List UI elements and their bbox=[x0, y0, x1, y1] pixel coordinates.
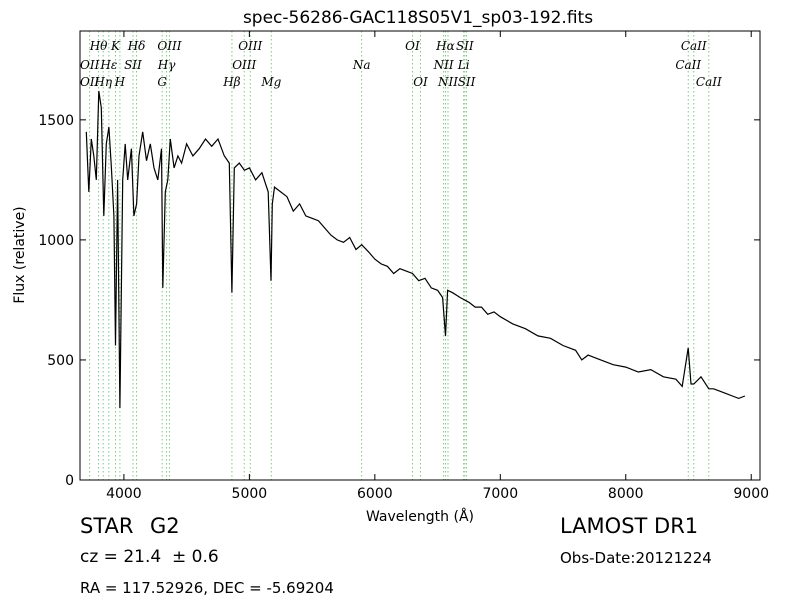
spectral-line-label: OIII bbox=[238, 39, 262, 53]
observation-date: Obs-Date:20121224 bbox=[560, 549, 712, 567]
spectral-line-label: NII bbox=[437, 75, 458, 89]
spectral-line-label: G bbox=[157, 75, 167, 89]
spectral-line-label: CaII bbox=[681, 39, 707, 53]
x-tick-label: 7000 bbox=[482, 486, 518, 502]
x-tick-label: 6000 bbox=[357, 486, 393, 502]
y-tick-label: 0 bbox=[65, 473, 74, 489]
y-tick-label: 500 bbox=[47, 353, 74, 369]
spectral-line-label: Hβ bbox=[222, 75, 240, 89]
spectral-line-label: H bbox=[114, 75, 126, 89]
object-subclass: G2 bbox=[150, 514, 180, 538]
spectral-line-label: OI bbox=[405, 39, 420, 53]
y-tick-label: 1500 bbox=[38, 113, 74, 129]
spectral-line-label: Na bbox=[352, 58, 371, 72]
spectral-line-label: OII bbox=[80, 75, 100, 89]
y-axis-label: Flux (relative) bbox=[12, 206, 28, 303]
spectral-line-label: CaII bbox=[675, 58, 701, 72]
coordinates: RA = 117.52926, DEC = -5.69204 bbox=[80, 579, 334, 597]
redshift-velocity: cz = 21.4 ± 0.6 bbox=[80, 547, 219, 567]
spectral-line-label: K bbox=[110, 39, 121, 53]
spectral-line-label: SII bbox=[458, 75, 476, 89]
spectral-line-label: Hγ bbox=[157, 58, 176, 72]
x-axis-label: Wavelength (Å) bbox=[366, 508, 474, 525]
survey-name: LAMOST DR1 bbox=[560, 514, 699, 538]
spectral-line-label: CaII bbox=[696, 75, 722, 89]
chart-title: spec-56286-GAC118S05V1_sp03-192.fits bbox=[243, 8, 593, 28]
spectral-line-label: Hη bbox=[93, 75, 112, 89]
spectral-line-label: OIII bbox=[157, 39, 181, 53]
spectral-line-markers bbox=[89, 31, 710, 480]
spectral-line-label: Li bbox=[457, 58, 470, 72]
spectral-line-label: Hδ bbox=[127, 39, 146, 53]
axis-ticks: 4000 5000 6000 7000 8000 9000 0 500 1000 1500 bbox=[38, 31, 769, 502]
x-tick-label: 9000 bbox=[733, 486, 769, 502]
spectral-line-label: OIII bbox=[232, 58, 256, 72]
x-tick-label: 5000 bbox=[232, 486, 268, 502]
x-tick-label: 8000 bbox=[608, 486, 644, 502]
spectral-line-label: OI bbox=[413, 75, 428, 89]
spectral-line-label: Hε bbox=[99, 58, 117, 72]
spectral-line-label: OII bbox=[80, 58, 100, 72]
spectral-line-label: SII bbox=[456, 39, 474, 53]
spectral-line-label: Hθ bbox=[89, 39, 108, 53]
plot-frame bbox=[79, 30, 761, 481]
spectral-line-label: Hα bbox=[435, 39, 455, 53]
spectral-line-label: NII bbox=[433, 58, 454, 72]
x-tick-label: 4000 bbox=[106, 486, 142, 502]
y-tick-label: 1000 bbox=[38, 233, 74, 249]
spectral-line-label: SII bbox=[124, 58, 142, 72]
object-class: STAR bbox=[80, 514, 134, 538]
spectrum-series-line bbox=[85, 90, 746, 409]
spectral-line-label: Mg bbox=[260, 75, 281, 89]
